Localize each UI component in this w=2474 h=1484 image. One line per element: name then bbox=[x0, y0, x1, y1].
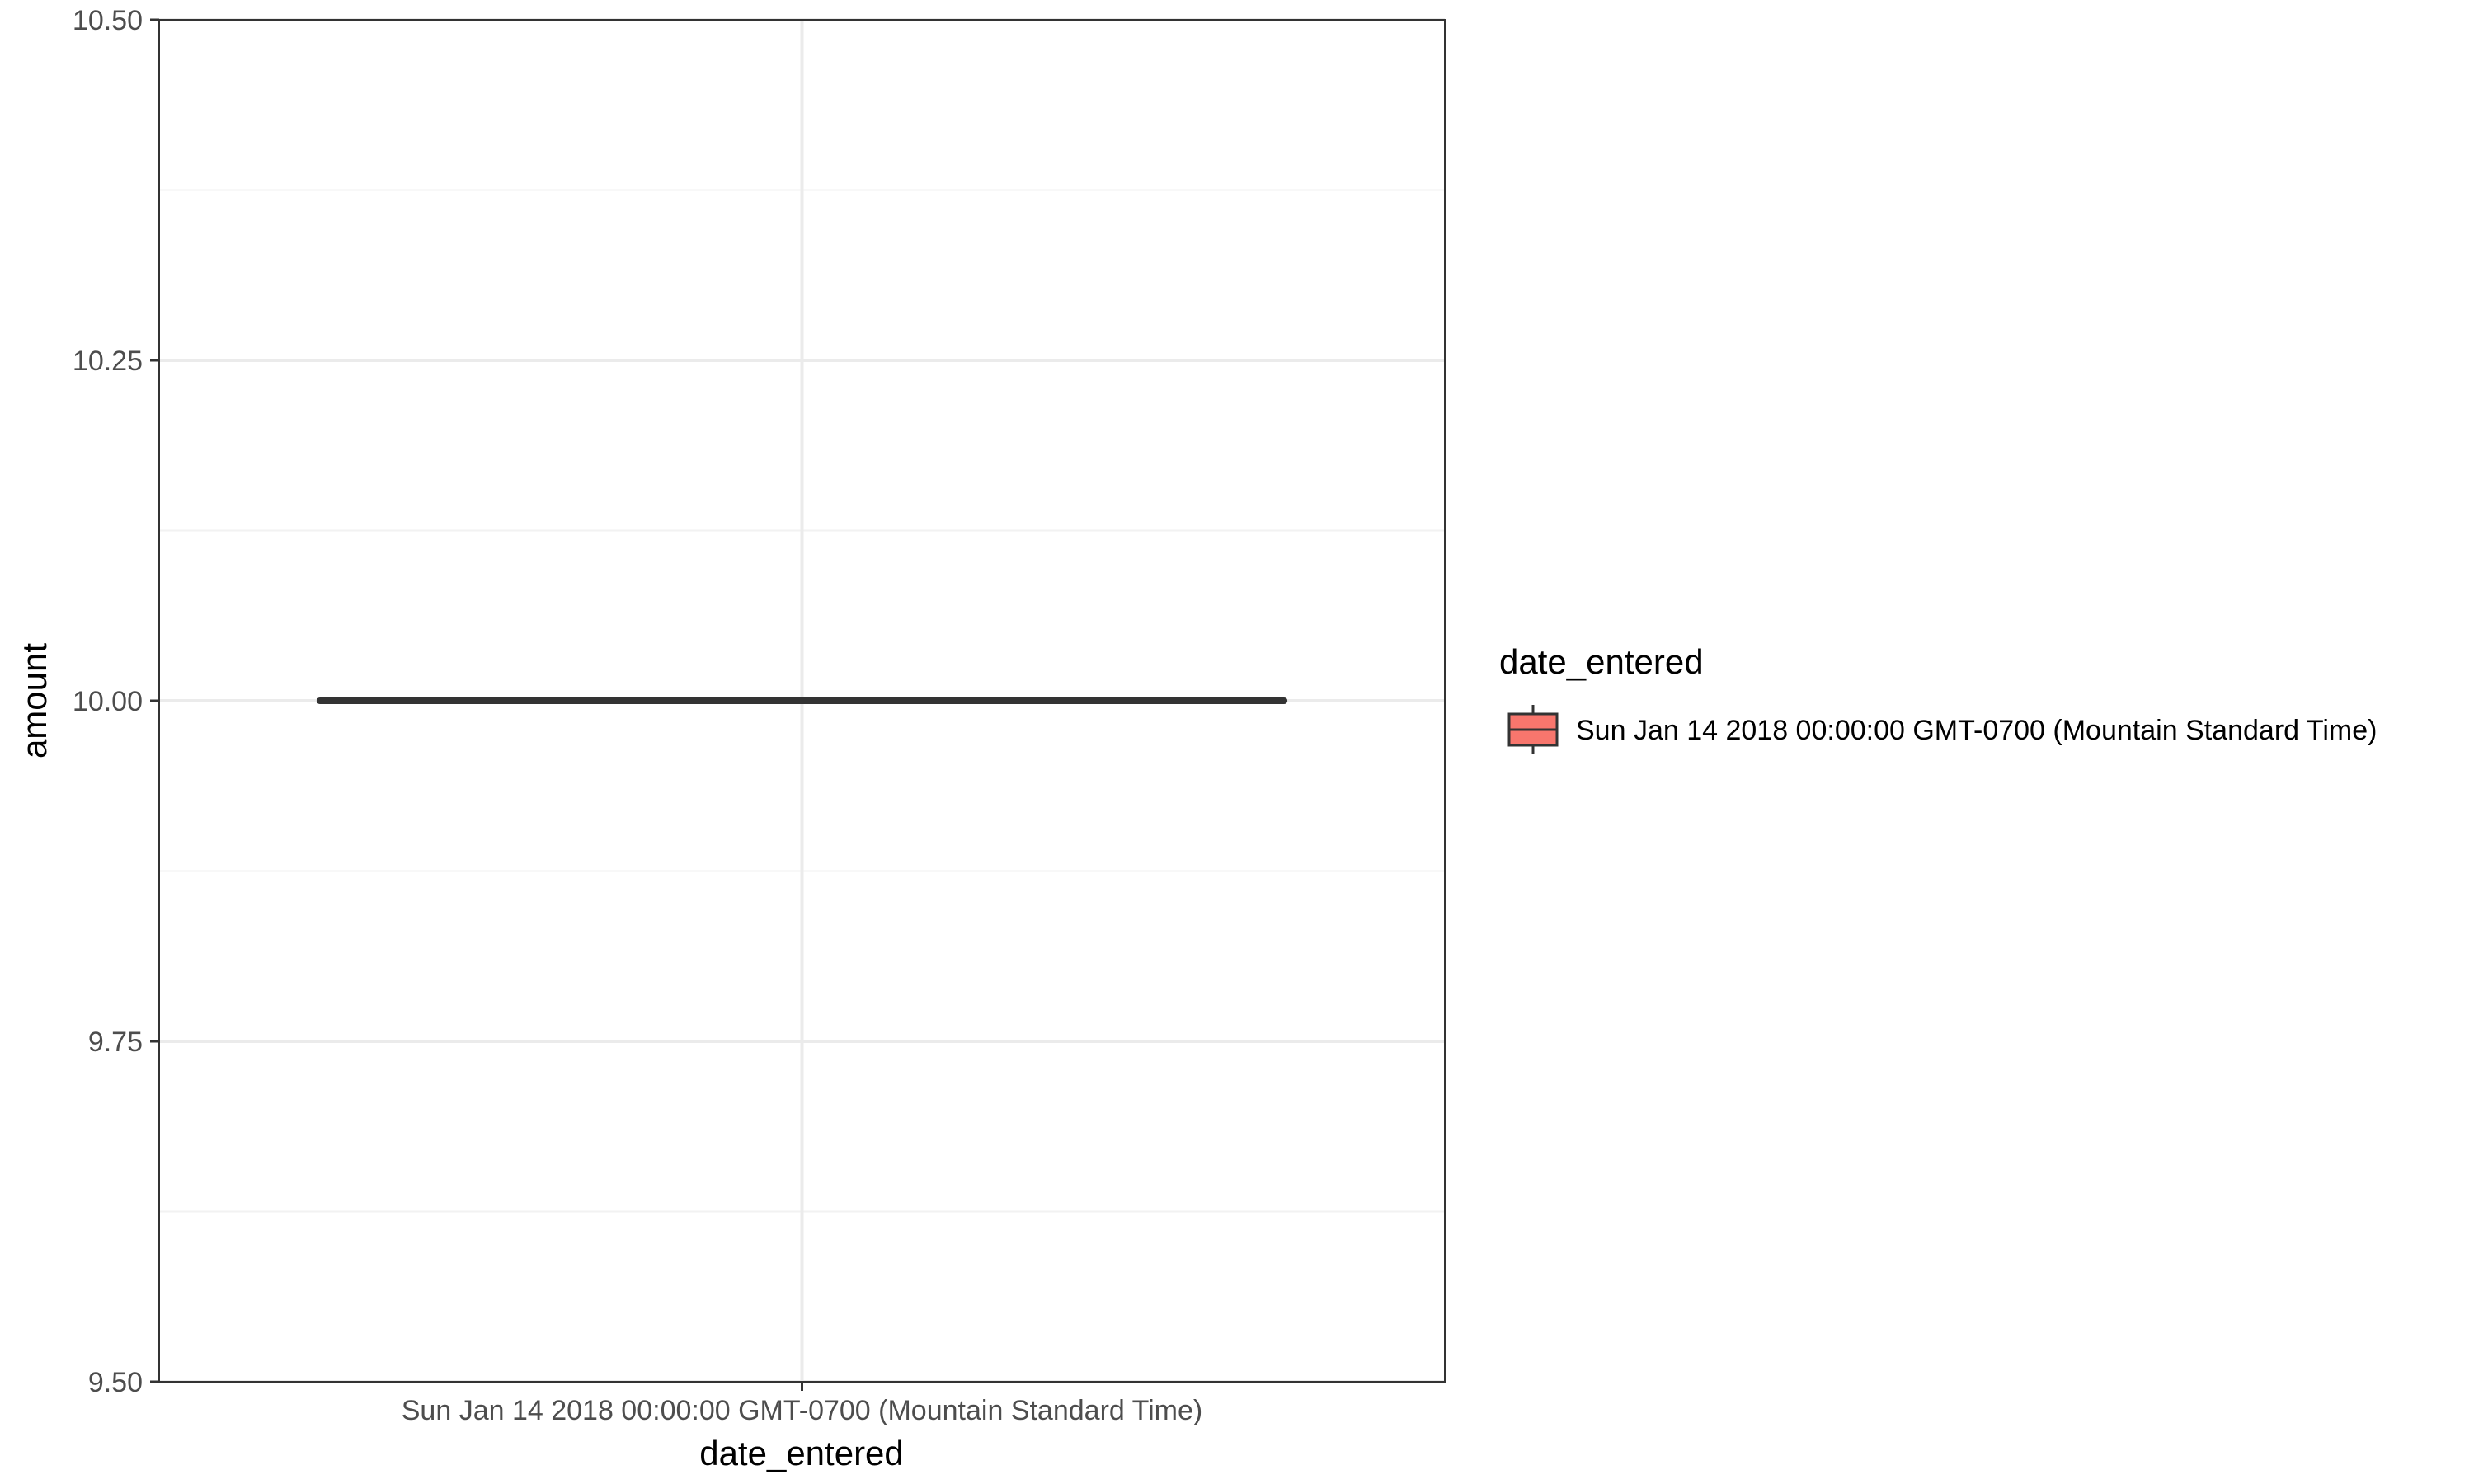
x-tick-label: Sun Jan 14 2018 00:00:00 GMT-0700 (Mount… bbox=[402, 1395, 1203, 1426]
legend-item: Sun Jan 14 2018 00:00:00 GMT-0700 (Mount… bbox=[1507, 705, 2378, 754]
legend-label: Sun Jan 14 2018 00:00:00 GMT-0700 (Mount… bbox=[1576, 715, 2378, 746]
y-tick-label: 10.25 bbox=[73, 345, 143, 377]
x-axis-title: date_entered bbox=[699, 1434, 904, 1472]
y-tick-label: 10.50 bbox=[73, 5, 143, 36]
y-tick-label: 9.75 bbox=[88, 1026, 143, 1058]
y-tick-label: 9.50 bbox=[88, 1367, 143, 1398]
y-axis-title: amount bbox=[15, 643, 54, 758]
legend-title: date_entered bbox=[1499, 642, 1704, 681]
x-axis: Sun Jan 14 2018 00:00:00 GMT-0700 (Mount… bbox=[402, 1382, 1203, 1426]
y-axis: 9.50 9.75 10.00 10.25 10.50 bbox=[73, 5, 159, 1398]
legend: date_entered Sun Jan 14 2018 00:00:00 GM… bbox=[1499, 642, 2378, 754]
legend-key bbox=[1507, 705, 1559, 754]
y-tick-label: 10.00 bbox=[73, 686, 143, 717]
legend-entries: Sun Jan 14 2018 00:00:00 GMT-0700 (Mount… bbox=[1507, 705, 2378, 754]
